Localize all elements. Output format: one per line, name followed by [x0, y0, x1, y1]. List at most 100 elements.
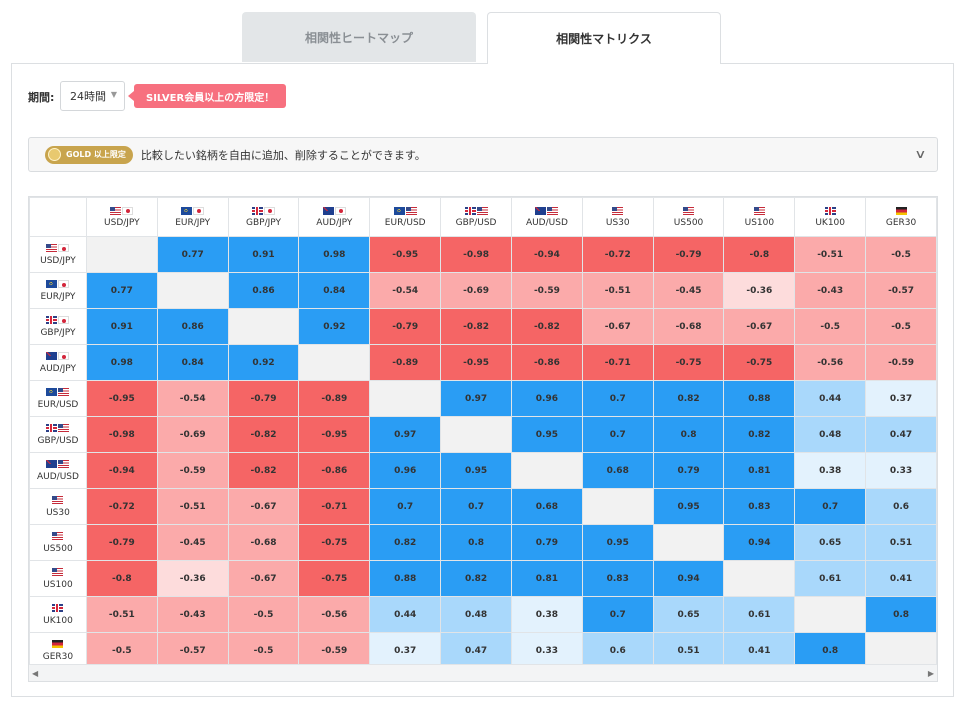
correlation-table: USD/JPY EUR/JPY GBP/JPY AUD/JPY EUR/USD GBP/U…	[29, 197, 937, 669]
horizontal-scrollbar[interactable]: ◀ ▶	[29, 664, 937, 681]
correlation-cell: -0.79	[652, 236, 725, 273]
correlation-cell: -0.69	[440, 272, 512, 309]
correlation-cell: 0.82	[652, 380, 725, 417]
us-flag-icon	[46, 244, 58, 252]
table-row: AUD/JPY 0.98 0.84 0.92 -0.89 -0.95 -0.86 -0.71-…	[29, 344, 937, 381]
symbol-label: USD/JPY	[104, 218, 140, 228]
au-flag-icon	[46, 460, 58, 468]
column-header: GER30	[865, 197, 937, 237]
period-select[interactable]: 24時間 ▼	[60, 81, 125, 111]
jp-flag-icon	[58, 244, 70, 252]
flag-icons	[52, 640, 64, 649]
symbol-label: GER30	[885, 218, 917, 228]
row-header: EUR/JPY	[29, 272, 87, 309]
correlation-cell: 0.95	[440, 452, 512, 489]
correlation-cell: 0.91	[227, 236, 300, 273]
correlation-cell: -0.75	[723, 344, 796, 381]
symbol-label: UK100	[815, 218, 845, 228]
symbol-label: US500	[43, 543, 73, 554]
column-header: US30	[581, 197, 654, 237]
row-header: AUD/JPY	[29, 344, 87, 381]
row-header: US30	[29, 488, 87, 525]
matrix-panel: 期間: 24時間 ▼ SILVER会員以上の方限定！ GOLD 以上限定 比較し…	[11, 63, 954, 697]
silver-member-badge: SILVER会員以上の方限定！	[127, 84, 287, 108]
jp-flag-icon	[193, 206, 205, 215]
scroll-left-icon[interactable]: ◀	[32, 669, 39, 678]
row-header: USD/JPY	[29, 236, 87, 273]
correlation-cell: -0.95	[369, 236, 442, 273]
correlation-cell: 0.7	[581, 380, 654, 417]
jp-flag-icon	[264, 206, 275, 215]
flag-icons	[181, 206, 205, 215]
flag-icons	[52, 568, 64, 577]
column-header: US500	[652, 197, 725, 237]
tab-correlation-heatmap[interactable]: 相関性ヒートマップ	[242, 12, 476, 62]
correlation-cell: 0.44	[794, 380, 867, 417]
correlation-cell: -0.56	[794, 344, 867, 381]
symbol-label: GBP/JPY	[246, 218, 281, 228]
row-header: UK100	[29, 596, 87, 633]
column-header: GBP/JPY	[227, 197, 300, 237]
diagonal-cell	[156, 272, 229, 309]
correlation-cell: -0.71	[581, 344, 654, 381]
uk-flag-icon	[46, 424, 58, 432]
flag-icons	[535, 206, 559, 215]
correlation-cell: -0.57	[156, 632, 229, 669]
row-header: GER30	[29, 632, 87, 669]
correlation-cell: 0.97	[369, 416, 442, 453]
correlation-cell: -0.94	[85, 452, 158, 489]
eu-flag-icon	[181, 206, 193, 215]
column-header: GBP/USD	[440, 197, 512, 237]
flag-icons	[46, 424, 70, 433]
symbol-label: GBP/JPY	[40, 327, 76, 338]
flag-icons	[46, 352, 70, 361]
flag-icons	[110, 206, 134, 215]
correlation-cell: 0.86	[156, 308, 229, 345]
correlation-cell: 0.96	[369, 452, 442, 489]
correlation-cell: 0.77	[85, 272, 158, 309]
tab-correlation-matrix[interactable]: 相関性マトリクス	[487, 12, 721, 64]
scroll-right-icon[interactable]: ▶	[927, 669, 934, 678]
correlation-cell: -0.82	[440, 308, 512, 345]
symbol-label: GBP/USD	[455, 218, 497, 228]
us-flag-icon	[58, 460, 70, 468]
chevron-down-icon[interactable]: ∨	[914, 147, 927, 161]
correlation-cell: -0.72	[85, 488, 158, 525]
uk-flag-icon	[464, 206, 476, 215]
diagonal-cell	[723, 560, 796, 597]
correlation-cell: 0.68	[581, 452, 654, 489]
diagonal-cell	[794, 596, 867, 633]
correlation-cell: 0.77	[156, 236, 229, 273]
symbol-label: EUR/USD	[37, 399, 79, 410]
flag-icons	[464, 206, 488, 215]
flag-icons	[46, 280, 70, 289]
correlation-cell: -0.95	[298, 416, 371, 453]
row-header: GBP/JPY	[29, 308, 87, 345]
us-flag-icon	[110, 206, 122, 215]
correlation-cell: 0.84	[298, 272, 371, 309]
correlation-cell: -0.89	[369, 344, 442, 381]
diagonal-cell	[298, 344, 371, 381]
gold-feature-accordion[interactable]: GOLD 以上限定 比較したい銘柄を自由に追加、削除することができます。 ∨	[28, 137, 938, 172]
correlation-cell: 0.83	[581, 560, 654, 597]
correlation-cell: 0.82	[723, 416, 796, 453]
flag-icons	[52, 604, 64, 613]
correlation-cell: 0.8	[652, 416, 725, 453]
flag-icons	[46, 388, 70, 397]
correlation-cell: -0.59	[865, 344, 937, 381]
gold-badge: GOLD 以上限定	[45, 145, 133, 164]
correlation-cell: -0.43	[794, 272, 867, 309]
table-row: US30 -0.72 -0.51 -0.67 -0.71 0.7 0.7 0.68 0.95 0.…	[29, 488, 937, 525]
correlation-cell: -0.57	[865, 272, 937, 309]
correlation-cell: -0.67	[227, 560, 300, 597]
table-row: UK100 -0.51 -0.43 -0.5 -0.56 0.44 0.48 0.38 0.7 0…	[29, 596, 937, 633]
correlation-cell: 0.82	[369, 524, 442, 561]
correlation-cell: -0.67	[723, 308, 796, 345]
correlation-cell: -0.56	[298, 596, 371, 633]
correlation-cell: 0.37	[369, 632, 442, 669]
correlation-cell: 0.82	[440, 560, 512, 597]
flag-icons	[322, 206, 346, 215]
table-row: GER30 -0.5 -0.57 -0.5 -0.59 0.37 0.47 0.33 0.6 0.…	[29, 632, 937, 669]
correlation-cell: 0.81	[723, 452, 796, 489]
correlation-cell: 0.86	[227, 272, 300, 309]
